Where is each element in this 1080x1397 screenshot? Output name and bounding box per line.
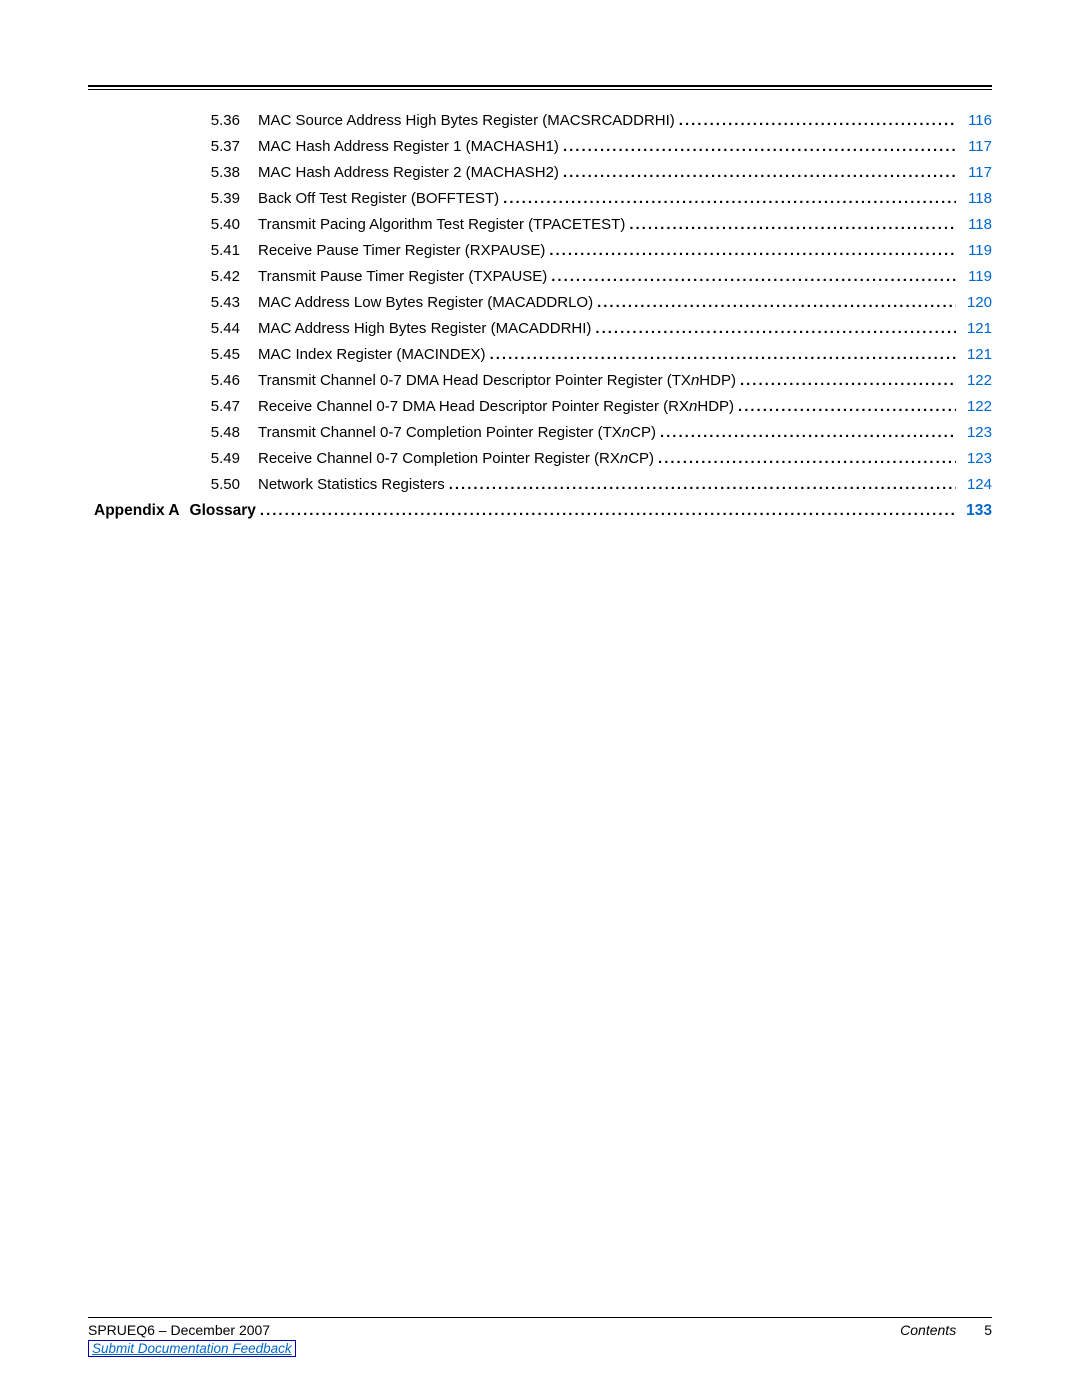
toc-title: Network Statistics Registers — [258, 474, 445, 495]
toc-leader-dots — [740, 370, 956, 391]
appendix-page-link[interactable]: 133 — [960, 500, 992, 522]
toc-row: 5.39 Back Off Test Register (BOFFTEST) 118 — [188, 188, 992, 209]
footer-section: Contents — [900, 1322, 956, 1338]
toc-title: MAC Address High Bytes Register (MACADDR… — [258, 318, 591, 339]
toc-leader-dots — [563, 136, 956, 157]
toc-leader-dots — [738, 396, 956, 417]
toc-page-link[interactable]: 122 — [960, 370, 992, 391]
toc-leader-dots — [660, 422, 956, 443]
toc-leader-dots — [597, 292, 956, 313]
toc-section-number: 5.43 — [188, 292, 240, 313]
appendix-title: Glossary — [190, 500, 256, 522]
footer-line: SPRUEQ6 – December 2007 Contents 5 — [88, 1322, 992, 1338]
toc-title: MAC Hash Address Register 2 (MACHASH2) — [258, 162, 559, 183]
toc-row: 5.36 MAC Source Address High Bytes Regist… — [188, 110, 992, 131]
toc-leader-dots — [595, 318, 956, 339]
toc-page-link[interactable]: 121 — [960, 318, 992, 339]
toc-page-link[interactable]: 117 — [960, 162, 992, 183]
toc-row: 5.41 Receive Pause Timer Register (RXPAUS… — [188, 240, 992, 261]
toc-page-link[interactable]: 123 — [960, 422, 992, 443]
toc-row: 5.46 Transmit Channel 0-7 DMA Head Descri… — [188, 370, 992, 391]
toc-row: 5.42 Transmit Pause Timer Register (TXPAU… — [188, 266, 992, 287]
toc-leader-dots — [679, 110, 956, 131]
page-footer: SPRUEQ6 – December 2007 Contents 5 Submi… — [88, 1317, 992, 1357]
toc-title: Transmit Channel 0-7 Completion Pointer … — [258, 422, 656, 443]
toc-title: MAC Index Register (MACINDEX) — [258, 344, 486, 365]
appendix-row: Appendix A Glossary 133 — [94, 500, 992, 522]
toc-section-number: 5.48 — [188, 422, 240, 443]
toc-title: MAC Hash Address Register 1 (MACHASH1) — [258, 136, 559, 157]
toc-section-number: 5.38 — [188, 162, 240, 183]
toc-row: 5.47 Receive Channel 0-7 DMA Head Descrip… — [188, 396, 992, 417]
toc-section-number: 5.41 — [188, 240, 240, 261]
footer-docid: SPRUEQ6 – December 2007 — [88, 1322, 270, 1338]
toc-title: Receive Pause Timer Register (RXPAUSE) — [258, 240, 545, 261]
toc-leader-dots — [629, 214, 956, 235]
toc-leader-dots — [551, 266, 956, 287]
toc-section-number: 5.36 — [188, 110, 240, 131]
toc-page-link[interactable]: 119 — [960, 266, 992, 287]
toc-section-number: 5.39 — [188, 188, 240, 209]
toc-leader-dots — [490, 344, 956, 365]
toc-leader-dots — [503, 188, 956, 209]
toc-title: Receive Channel 0-7 Completion Pointer R… — [258, 448, 654, 469]
toc-page-link[interactable]: 116 — [960, 110, 992, 131]
footer-page-number: 5 — [984, 1322, 992, 1338]
toc-title: Transmit Pacing Algorithm Test Register … — [258, 214, 625, 235]
toc-title: Transmit Pause Timer Register (TXPAUSE) — [258, 266, 547, 287]
toc-section-number: 5.45 — [188, 344, 240, 365]
table-of-contents: 5.36 MAC Source Address High Bytes Regist… — [188, 110, 992, 495]
toc-row: 5.49 Receive Channel 0-7 Completion Point… — [188, 448, 992, 469]
toc-row: 5.40 Transmit Pacing Algorithm Test Regis… — [188, 214, 992, 235]
toc-row: 5.50 Network Statistics Registers 124 — [188, 474, 992, 495]
toc-title: Receive Channel 0-7 DMA Head Descriptor … — [258, 396, 734, 417]
toc-section-number: 5.49 — [188, 448, 240, 469]
toc-title: MAC Source Address High Bytes Register (… — [258, 110, 675, 131]
toc-page-link[interactable]: 120 — [960, 292, 992, 313]
toc-leader-dots — [658, 448, 956, 469]
toc-page-link[interactable]: 117 — [960, 136, 992, 157]
toc-row: 5.43 MAC Address Low Bytes Register (MACA… — [188, 292, 992, 313]
toc-section-number: 5.40 — [188, 214, 240, 235]
toc-page-link[interactable]: 121 — [960, 344, 992, 365]
toc-section-number: 5.46 — [188, 370, 240, 391]
toc-leader-dots — [449, 474, 956, 495]
toc-title: Transmit Channel 0-7 DMA Head Descriptor… — [258, 370, 736, 391]
toc-section-number: 5.47 — [188, 396, 240, 417]
toc-row: 5.44 MAC Address High Bytes Register (MAC… — [188, 318, 992, 339]
toc-page-link[interactable]: 123 — [960, 448, 992, 469]
toc-leader-dots — [549, 240, 956, 261]
toc-row: 5.37 MAC Hash Address Register 1 (MACHASH… — [188, 136, 992, 157]
toc-row: 5.38 MAC Hash Address Register 2 (MACHASH… — [188, 162, 992, 183]
top-rule-thin — [88, 89, 992, 90]
footer-rule — [88, 1317, 992, 1318]
footer-feedback-link[interactable]: Submit Documentation Feedback — [88, 1340, 296, 1357]
toc-page-link[interactable]: 122 — [960, 396, 992, 417]
appendix-label: Appendix A — [94, 500, 180, 522]
toc-title: Back Off Test Register (BOFFTEST) — [258, 188, 499, 209]
toc-section-number: 5.42 — [188, 266, 240, 287]
top-rule-thick — [88, 85, 992, 87]
toc-page-link[interactable]: 118 — [960, 214, 992, 235]
toc-section-number: 5.37 — [188, 136, 240, 157]
toc-row: 5.45 MAC Index Register (MACINDEX) 121 — [188, 344, 992, 365]
toc-leader-dots — [563, 162, 956, 183]
toc-page-link[interactable]: 119 — [960, 240, 992, 261]
toc-section-number: 5.44 — [188, 318, 240, 339]
toc-section-number: 5.50 — [188, 474, 240, 495]
footer-right: Contents 5 — [900, 1322, 992, 1338]
toc-page-link[interactable]: 118 — [960, 188, 992, 209]
toc-title: MAC Address Low Bytes Register (MACADDRL… — [258, 292, 593, 313]
appendix-leader — [260, 500, 956, 521]
toc-page-link[interactable]: 124 — [960, 474, 992, 495]
toc-row: 5.48 Transmit Channel 0-7 Completion Poin… — [188, 422, 992, 443]
